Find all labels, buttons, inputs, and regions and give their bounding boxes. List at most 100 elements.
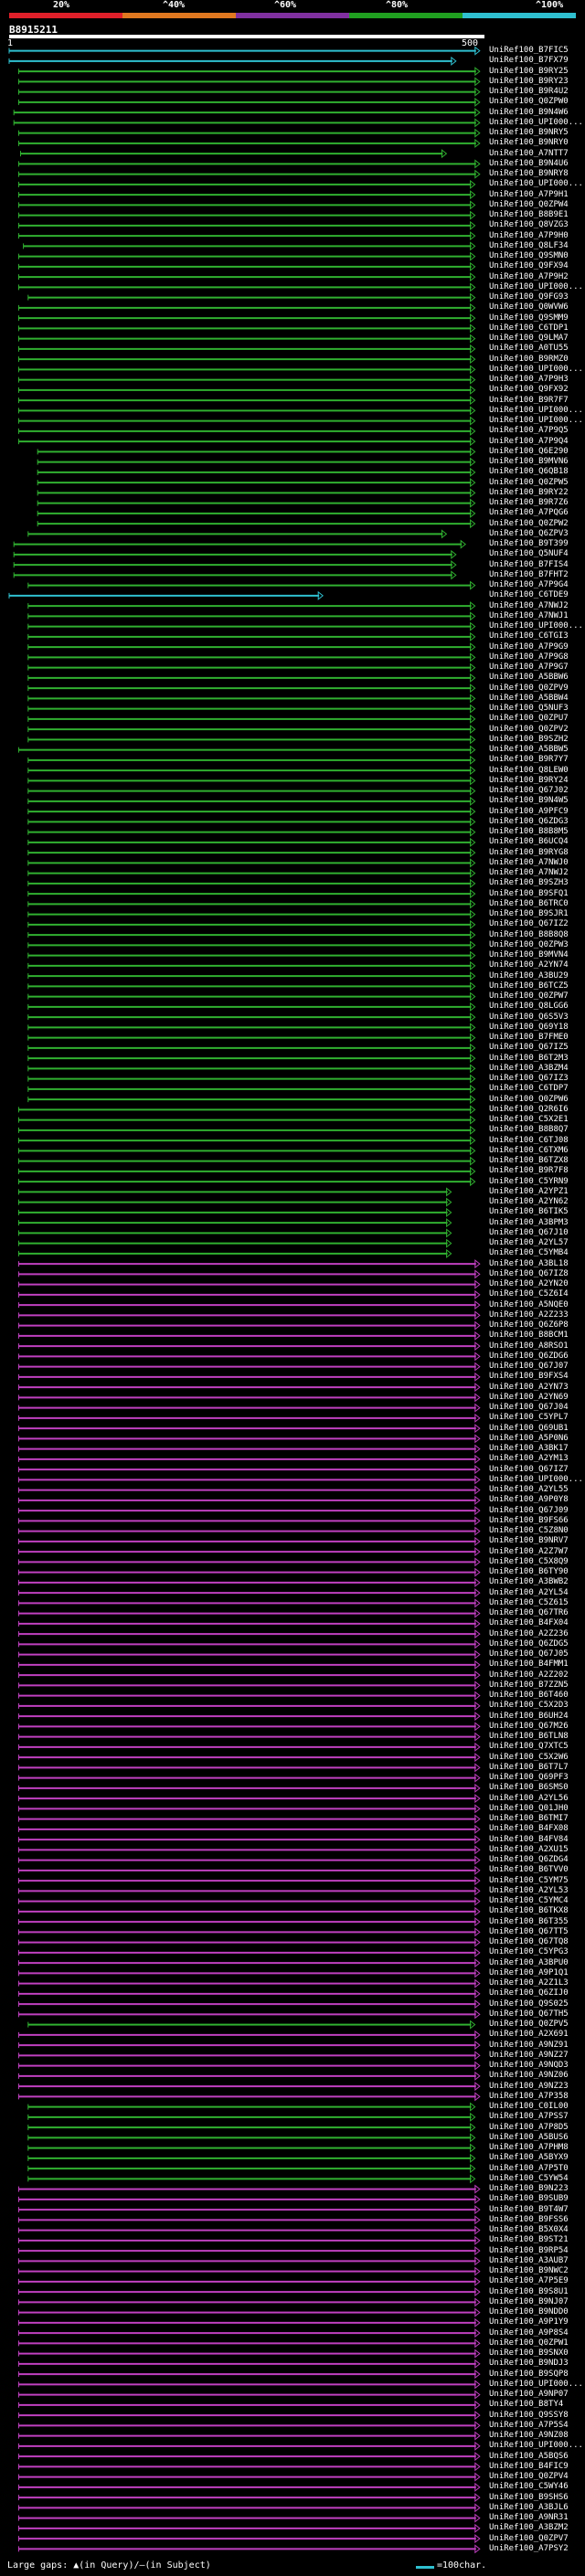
hit-row[interactable]	[17, 1608, 481, 1618]
hit-label[interactable]: UniRef100_B6T2M3	[489, 1053, 569, 1063]
hit-label[interactable]: UniRef100_B9NDJ3	[489, 2359, 569, 2369]
hit-label[interactable]: UniRef100_A8RSO1	[489, 1341, 569, 1351]
hit-label[interactable]: UniRef100_Q0ZPW7	[489, 991, 569, 1002]
hit-label[interactable]: UniRef100_A2YN20	[489, 1279, 569, 1289]
hit-label[interactable]: UniRef100_UPI000...	[489, 2441, 583, 2451]
hit-label[interactable]: UniRef100_Q0ZPU7	[489, 714, 569, 724]
hit-row[interactable]	[27, 673, 476, 683]
hit-label[interactable]: UniRef100_Q67IZ5	[489, 1043, 569, 1053]
hit-label[interactable]: UniRef100_A2YPZ1	[489, 1186, 569, 1196]
hit-label[interactable]: UniRef100_B9SHS6	[489, 2492, 569, 2502]
hit-row[interactable]	[17, 2513, 481, 2523]
hit-label[interactable]: UniRef100_A3BZM4	[489, 1063, 569, 1073]
hit-label[interactable]: UniRef100_Q0ZPW2	[489, 518, 569, 528]
hit-label[interactable]: UniRef100_B6TRC0	[489, 898, 569, 908]
hit-label[interactable]: UniRef100_Q0ZPW5	[489, 477, 569, 487]
hit-row[interactable]	[27, 950, 476, 960]
hit-label[interactable]: UniRef100_A7P5T0	[489, 2163, 569, 2173]
hit-label[interactable]: UniRef100_Q6ZPV3	[489, 528, 569, 538]
hit-row[interactable]	[17, 77, 481, 87]
hit-label[interactable]: UniRef100_B9RP54	[489, 2245, 569, 2255]
hit-label[interactable]: UniRef100_A5P0N6	[489, 1433, 569, 1443]
hit-row[interactable]	[27, 776, 476, 786]
hit-row[interactable]	[37, 478, 476, 488]
hit-row[interactable]	[17, 1125, 476, 1135]
hit-row[interactable]	[17, 1238, 452, 1248]
hit-label[interactable]: UniRef100_A5BYX9	[489, 2153, 569, 2163]
hit-row[interactable]	[27, 1054, 476, 1064]
hit-label[interactable]: UniRef100_Q67J02	[489, 786, 569, 796]
hit-row[interactable]	[17, 169, 481, 179]
hit-row[interactable]	[27, 611, 476, 621]
hit-row[interactable]	[17, 2297, 481, 2307]
hit-label[interactable]: UniRef100_B9MVN6	[489, 457, 569, 467]
hit-row[interactable]	[17, 1146, 476, 1156]
hit-label[interactable]: UniRef100_Q67J04	[489, 1403, 569, 1413]
hit-row[interactable]	[27, 889, 476, 899]
hit-row[interactable]	[17, 396, 476, 406]
hit-row[interactable]	[17, 2534, 481, 2544]
hit-row[interactable]	[27, 848, 476, 858]
hit-row[interactable]	[17, 261, 476, 271]
hit-row[interactable]	[37, 498, 476, 508]
hit-label[interactable]: UniRef100_Q0ZPV7	[489, 2533, 569, 2543]
hit-label[interactable]: UniRef100_C5YRN9	[489, 1176, 569, 1186]
hit-label[interactable]: UniRef100_C6TXM6	[489, 1145, 569, 1155]
hit-label[interactable]: UniRef100_Q6E290	[489, 446, 569, 456]
hit-row[interactable]	[27, 1043, 476, 1053]
hit-label[interactable]: UniRef100_Q0ZPW6	[489, 1094, 569, 1104]
hit-label[interactable]: UniRef100_B8B8M5	[489, 827, 569, 837]
hit-row[interactable]	[17, 272, 476, 282]
hit-label[interactable]: UniRef100_B9FSS6	[489, 2214, 569, 2224]
hit-row[interactable]	[27, 1002, 476, 1012]
hit-label[interactable]: UniRef100_A2YL55	[489, 1485, 569, 1495]
hit-label[interactable]: UniRef100_C5YMC4	[489, 1896, 569, 1906]
hit-label[interactable]: UniRef100_Q9S025	[489, 1998, 569, 2009]
hit-row[interactable]	[17, 2380, 481, 2390]
hit-label[interactable]: UniRef100_A7PSS7	[489, 2112, 569, 2122]
hit-row[interactable]	[17, 1639, 481, 1649]
hit-row[interactable]	[17, 385, 476, 395]
hit-label[interactable]: UniRef100_Q0ZPV9	[489, 683, 569, 693]
hit-row[interactable]	[17, 1372, 481, 1382]
hit-row[interactable]	[17, 406, 476, 416]
hit-label[interactable]: UniRef100_Q0ZPW4	[489, 199, 569, 209]
hit-label[interactable]: UniRef100_Q01JH0	[489, 1803, 569, 1813]
hit-row[interactable]	[27, 807, 476, 817]
hit-row[interactable]	[17, 138, 481, 148]
hit-label[interactable]: UniRef100_Q0WVW6	[489, 302, 569, 313]
hit-row[interactable]	[17, 1588, 481, 1598]
hit-row[interactable]	[17, 179, 476, 189]
hit-label[interactable]: UniRef100_A2Z7W7	[489, 1546, 569, 1556]
hit-label[interactable]: UniRef100_A3BK17	[489, 1444, 569, 1454]
hit-label[interactable]: UniRef100_Q5NUF4	[489, 549, 569, 559]
hit-label[interactable]: UniRef100_B9SFQ1	[489, 888, 569, 898]
hit-label[interactable]: UniRef100_B4FX08	[489, 1824, 569, 1834]
hit-label[interactable]: UniRef100_A7NWJ0	[489, 857, 569, 867]
hit-label[interactable]: UniRef100_Q8LF34	[489, 240, 569, 250]
hit-row[interactable]	[27, 663, 476, 673]
hit-label[interactable]: UniRef100_A7P9Q5	[489, 426, 569, 436]
hit-label[interactable]: UniRef100_A7P5S4	[489, 2420, 569, 2430]
hit-row[interactable]	[17, 1115, 476, 1125]
hit-label[interactable]: UniRef100_B4FMM1	[489, 1659, 569, 1670]
hit-row[interactable]	[37, 457, 476, 467]
hit-row[interactable]	[27, 580, 476, 590]
hit-label[interactable]: UniRef100_A9NZ08	[489, 2431, 569, 2441]
hit-label[interactable]: UniRef100_UPI000...	[489, 405, 583, 415]
hit-label[interactable]: UniRef100_B4FX04	[489, 1618, 569, 1628]
hit-label[interactable]: UniRef100_A3BJL6	[489, 2502, 569, 2512]
hit-row[interactable]	[17, 1557, 481, 1567]
hit-row[interactable]	[17, 323, 476, 334]
hit-label[interactable]: UniRef100_Q67J09	[489, 1505, 569, 1515]
hit-label[interactable]: UniRef100_B9R4U2	[489, 87, 569, 97]
hit-label[interactable]: UniRef100_A3BWB2	[489, 1577, 569, 1587]
hit-row[interactable]	[17, 1927, 481, 1937]
hit-row[interactable]	[17, 1413, 481, 1423]
hit-label[interactable]: UniRef100_Q0ZPV5	[489, 2019, 569, 2030]
hit-label[interactable]: UniRef100_B9MVN4	[489, 950, 569, 960]
hit-row[interactable]	[27, 1074, 476, 1084]
hit-label[interactable]: UniRef100_Q8LEW0	[489, 765, 569, 775]
hit-label[interactable]: UniRef100_Q6QB18	[489, 467, 569, 477]
hit-label[interactable]: UniRef100_A9P1Y9	[489, 2317, 569, 2327]
